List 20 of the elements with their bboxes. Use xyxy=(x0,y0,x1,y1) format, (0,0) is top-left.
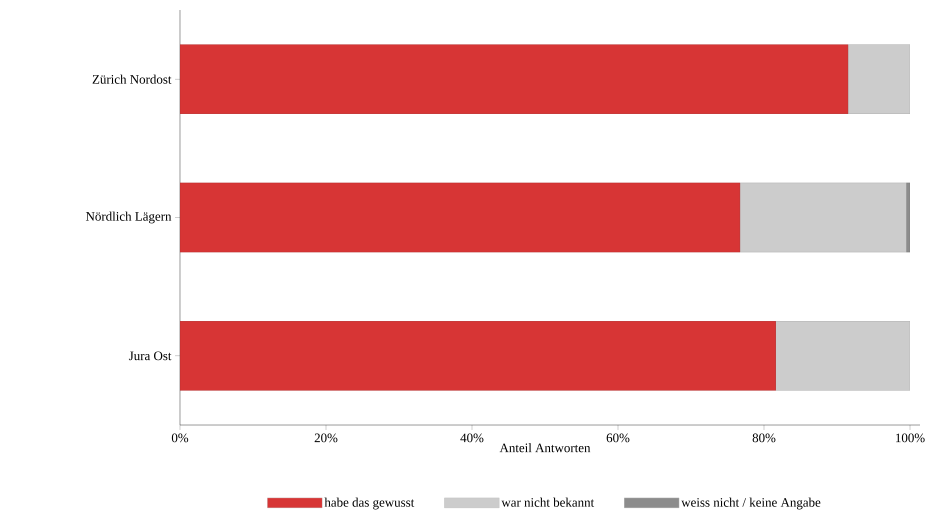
legend-label: weiss nicht / keine Angabe xyxy=(681,498,820,510)
x-tick-label: 100% xyxy=(896,434,925,442)
x-tick-label: 0% xyxy=(172,434,188,442)
x-tick-label: 80% xyxy=(752,434,776,442)
legend-label: war nicht bekannt xyxy=(501,498,594,507)
bar xyxy=(180,182,740,252)
bar xyxy=(180,44,848,114)
x-axis-title: Anteil Antworten xyxy=(500,443,590,452)
bar xyxy=(180,321,776,391)
x-tick-label: 40% xyxy=(460,434,484,442)
legend-label: habe das gewusst xyxy=(324,498,414,510)
bar xyxy=(906,182,910,252)
y-tick-label: Nördlich Lägern xyxy=(86,212,172,224)
y-tick-label: Jura Ost xyxy=(128,351,172,360)
x-tick-label: 60% xyxy=(606,434,630,442)
x-tick-label: 20% xyxy=(314,434,338,442)
bar xyxy=(848,44,910,114)
bar xyxy=(775,321,910,391)
bar xyxy=(740,182,907,252)
y-tick-label: Zürich Nordost xyxy=(92,74,172,84)
